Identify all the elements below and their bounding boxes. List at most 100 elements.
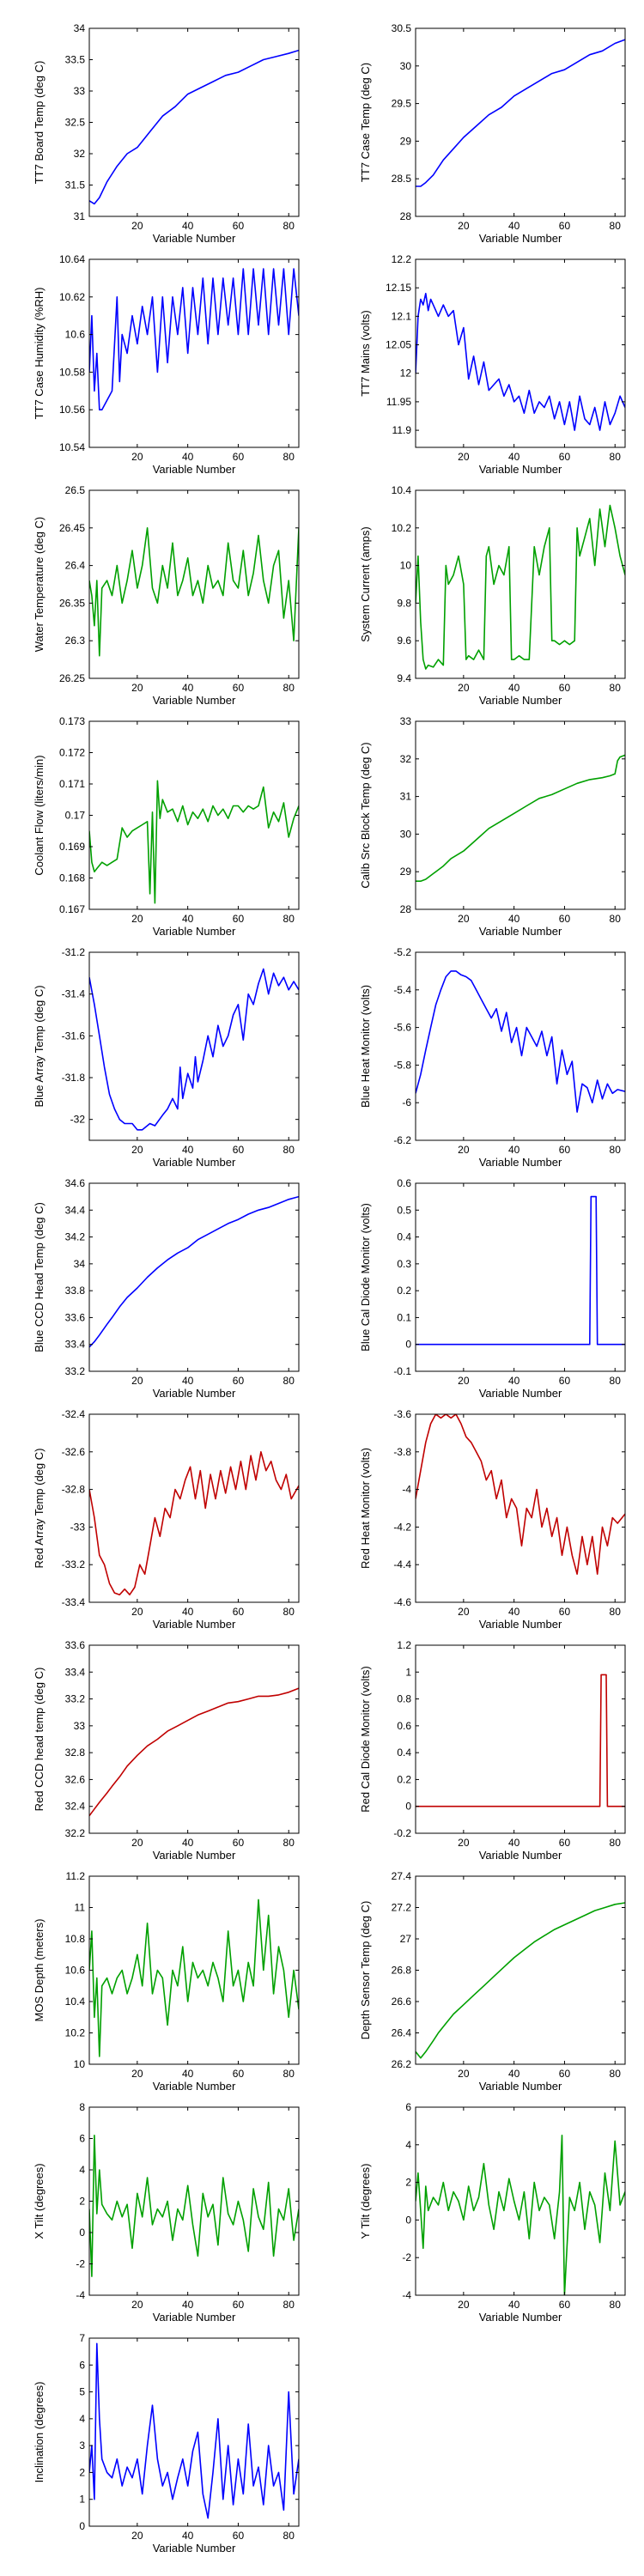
y-axis-label: TT7 Case Humidity (%RH): [33, 288, 46, 420]
x-tick-label: 60: [233, 913, 245, 925]
y-tick-label: 0: [79, 2227, 85, 2239]
y-tick-label: 12.15: [386, 282, 411, 294]
chart-panel-21: 20 40 60 80 0 1 2 3 4 5 6 7 Variable Number Inclinati…: [33, 2332, 300, 2555]
series-line: [89, 268, 299, 411]
y-tick-label: 27: [400, 1933, 412, 1945]
series-line: [89, 49, 299, 205]
y-tick-label: 0.171: [59, 778, 85, 790]
y-axis-label: Calib Src Block Temp (deg C): [359, 742, 372, 888]
y-axis-label: Depth Sensor Temp (deg C): [359, 1901, 372, 2040]
y-tick-label: 26.3: [65, 635, 86, 647]
chart-panel-5: 20 40 60 80 26.25 26.3 26.35 26.4 26.45 26.5 Varia…: [33, 484, 300, 707]
x-tick-label: 60: [233, 1837, 245, 1849]
y-tick-label: 26.8: [392, 1965, 412, 1977]
y-tick-label: 29: [400, 135, 412, 147]
plot-frame: [415, 1644, 626, 1834]
y-tick-label: -0.1: [393, 1365, 411, 1377]
y-tick-label: 12.2: [392, 253, 412, 265]
series-line: [416, 504, 625, 670]
y-tick-label: 0.17: [65, 810, 86, 822]
y-tick-label: 0.4: [397, 1231, 411, 1243]
x-axis-label: Variable Number: [153, 1618, 236, 1631]
x-tick-label: 20: [458, 1375, 470, 1387]
y-tick-label: 2: [79, 2196, 85, 2208]
x-tick-label: 60: [559, 1375, 571, 1387]
chart-panel-14: 20 40 60 80 -4.6 -4.4 -4.2 -4 -3.8 -3.6 Variable N…: [359, 1408, 626, 1631]
x-axis-label: Variable Number: [153, 2311, 236, 2324]
y-tick-label: 0: [405, 1339, 411, 1351]
plot-frame: [415, 489, 626, 679]
y-tick-label: 10.8: [65, 1933, 86, 1945]
y-tick-label: 0.2: [397, 1285, 411, 1297]
y-axis-label: TT7 Case Temp (deg C): [359, 63, 372, 182]
x-tick-label: 60: [233, 1144, 245, 1156]
y-tick-label: -32.8: [62, 1484, 86, 1496]
y-tick-label: 31: [400, 791, 412, 803]
chart-panel-8: 20 40 60 80 28 29 30 31 32 33 Variable Number Calib…: [359, 715, 626, 938]
plot-frame: [88, 1413, 300, 1603]
x-tick-label: 40: [182, 1837, 194, 1849]
y-tick-label: 2: [405, 2177, 411, 2189]
x-tick-label: 40: [182, 1606, 194, 1618]
y-tick-label: -33.4: [62, 1596, 86, 1608]
series-line: [89, 1899, 299, 2057]
y-axis-label: Red Heat Monitor (volts): [359, 1448, 372, 1569]
y-axis-label: Blue Array Temp (deg C): [33, 985, 46, 1107]
x-tick-label: 40: [508, 220, 520, 232]
x-axis-label: Variable Number: [479, 1849, 562, 1862]
x-tick-label: 80: [283, 2530, 295, 2542]
y-tick-label: 0.1: [397, 1311, 411, 1323]
x-tick-label: 40: [508, 913, 520, 925]
y-tick-label: 2: [79, 2466, 85, 2478]
x-tick-label: 80: [283, 682, 295, 694]
x-tick-label: 40: [182, 682, 194, 694]
x-tick-label: 80: [610, 1606, 622, 1618]
x-axis-label: Variable Number: [479, 1618, 562, 1631]
x-axis-label: Variable Number: [479, 232, 562, 245]
y-tick-label: 11: [75, 1902, 86, 1914]
x-tick-label: 60: [233, 682, 245, 694]
y-tick-label: 26.35: [59, 597, 85, 609]
y-tick-label: 10.4: [65, 1996, 86, 2008]
x-tick-label: 40: [508, 2299, 520, 2311]
x-tick-label: 80: [610, 2068, 622, 2080]
y-tick-label: -32: [70, 1114, 86, 1126]
x-tick-label: 60: [233, 2299, 245, 2311]
y-axis-label: TT7 Board Temp (deg C): [33, 61, 46, 185]
series-line: [89, 2135, 299, 2277]
plot-frame: [415, 951, 626, 1141]
y-tick-label: -4: [76, 2289, 85, 2301]
y-tick-label: -4.6: [393, 1596, 411, 1608]
y-tick-label: 4: [79, 2413, 85, 2425]
plot-frame: [88, 258, 300, 448]
y-tick-label: -3.6: [393, 1408, 411, 1420]
y-tick-label: 34: [74, 22, 86, 34]
x-tick-label: 40: [182, 451, 194, 463]
y-tick-label: 33.4: [65, 1339, 86, 1351]
y-tick-label: 0.168: [59, 872, 85, 884]
y-axis-label: Blue Heat Monitor (volts): [359, 985, 372, 1108]
y-tick-label: 33.2: [65, 1693, 86, 1705]
x-tick-label: 40: [508, 2068, 520, 2080]
x-tick-label: 40: [508, 1837, 520, 1849]
y-tick-label: -0.2: [393, 1827, 411, 1839]
x-axis-label: Variable Number: [479, 694, 562, 707]
y-tick-label: 33.5: [65, 54, 86, 66]
y-tick-label: 1.2: [397, 1639, 411, 1651]
y-tick-label: 0.4: [397, 1747, 411, 1759]
y-tick-label: 10.2: [392, 522, 412, 534]
y-tick-label: 10: [400, 560, 412, 572]
y-tick-label: 0.167: [59, 903, 85, 915]
y-tick-label: -31.6: [62, 1030, 86, 1042]
x-tick-label: 80: [610, 1375, 622, 1387]
x-tick-label: 80: [283, 2068, 295, 2080]
x-tick-label: 20: [131, 1837, 143, 1849]
y-tick-label: 30: [400, 60, 412, 72]
x-tick-label: 40: [508, 451, 520, 463]
plot-frame: [88, 2337, 300, 2527]
y-tick-label: -33.2: [62, 1558, 86, 1571]
chart-panel-2: 20 40 60 80 28 28.5 29 29.5 30 30.5 Variable Numbe…: [359, 22, 626, 245]
x-tick-label: 40: [508, 1375, 520, 1387]
x-tick-label: 60: [559, 682, 571, 694]
y-tick-label: 0.8: [397, 1693, 411, 1705]
